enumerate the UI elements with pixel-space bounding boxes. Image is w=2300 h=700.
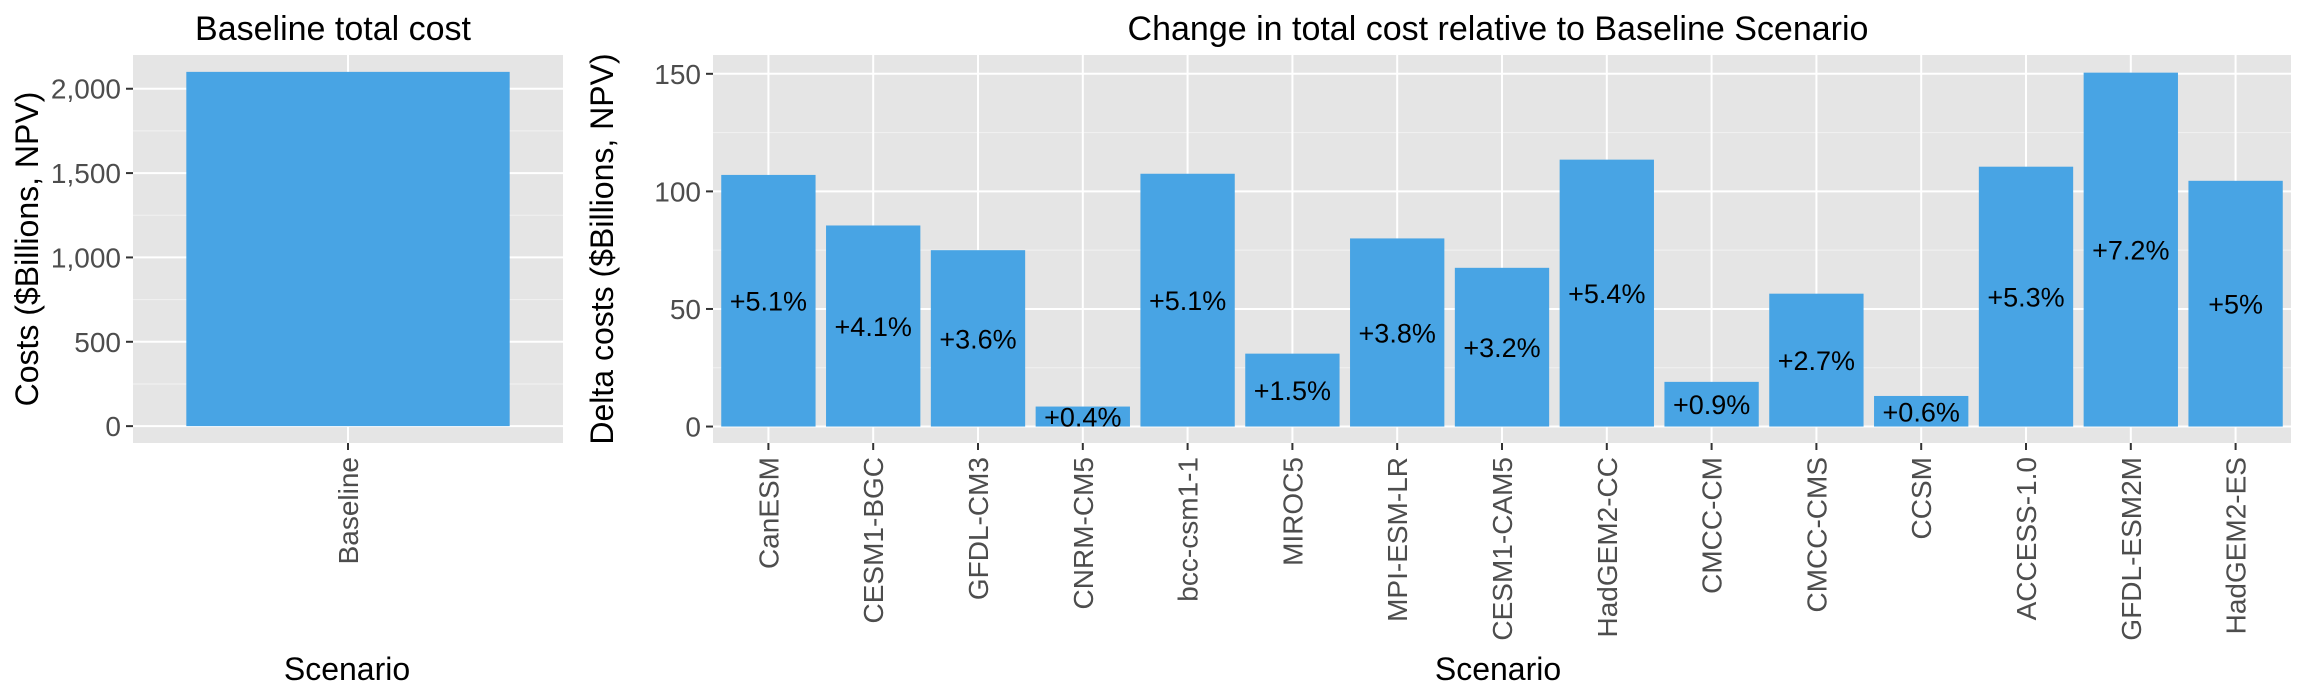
x-tick-label: GFDL-CM3 (963, 457, 994, 600)
x-tick-label: CMCC-CM (1697, 457, 1728, 594)
x-tick-label: HadGEM2-CC (1592, 457, 1623, 637)
bar (1140, 173, 1235, 427)
x-tick-label: ACCESS-1.0 (2011, 457, 2042, 620)
bar (826, 225, 921, 427)
bar (1035, 406, 1130, 427)
bar (1559, 159, 1654, 427)
bar (2188, 180, 2283, 427)
y-tick-label: 150 (654, 59, 701, 90)
bar-data-label: +4.1% (835, 312, 912, 342)
bar-data-label: +0.6% (1883, 397, 1960, 427)
x-tick-label: CCSM (1906, 457, 1937, 539)
x-tick-label: CESM1-CAM5 (1487, 457, 1518, 641)
bar-data-label: +3.8% (1359, 318, 1436, 348)
baseline-x-axis-title: Scenario (284, 651, 410, 687)
baseline-y-axis: 0 500 1,000 1,500 2,000 (51, 74, 133, 442)
x-tick-label: MPI-ESM-LR (1382, 457, 1413, 622)
x-tick-label: CanESM (753, 457, 784, 569)
y-tick-label: 500 (74, 327, 121, 358)
delta-x-axis: CanESM CESM1-BGC GFDL-CM3 CNRM-CM5 bcc-csm1-… (753, 443, 2252, 641)
bar-data-label: +5.3% (1987, 283, 2064, 313)
x-tick-label: CMCC-CMS (1801, 457, 1832, 613)
baseline-x-axis: Baseline (333, 443, 364, 564)
bar (721, 174, 816, 427)
y-tick-label: 1,500 (51, 158, 121, 189)
bar (1978, 166, 2074, 427)
bar (1245, 353, 1340, 427)
delta-panel: Change in total cost relative to Baselin… (584, 10, 2291, 687)
bar-data-label: +1.5% (1254, 376, 1331, 406)
delta-bars (721, 72, 2283, 427)
baseline-bars (186, 71, 510, 427)
bar-data-label: +0.9% (1673, 390, 1750, 420)
x-tick-label: CNRM-CM5 (1068, 457, 1099, 609)
y-tick-label: 100 (654, 176, 701, 207)
bar-data-label: +3.2% (1463, 333, 1540, 363)
y-tick-label: 50 (670, 294, 701, 325)
bar-data-label: +2.7% (1778, 346, 1855, 376)
delta-y-axis: 0 50 100 150 (654, 59, 713, 443)
y-tick-label: 0 (105, 411, 121, 442)
delta-bar-labels: +5.1% +4.1% +3.6% +0.4% +5.1% +1.5% +3.8% +3.2%… (730, 236, 2263, 433)
bar (1454, 267, 1550, 427)
bar (1769, 293, 1864, 427)
y-tick-label: 2,000 (51, 74, 121, 105)
bar (1874, 395, 1969, 427)
delta-y-axis-title: Delta costs ($Billions, NPV) (584, 53, 620, 444)
bar-data-label: +5.1% (730, 287, 807, 317)
x-tick-label: CESM1-BGC (858, 457, 889, 623)
bar-data-label: +3.6% (939, 324, 1016, 354)
bar-data-label: +0.4% (1044, 403, 1121, 433)
x-tick-label: MIROC5 (1277, 457, 1308, 566)
bar-data-label: +7.2% (2092, 236, 2169, 266)
bar (1350, 238, 1445, 427)
bar (930, 250, 1026, 427)
x-tick-label: Baseline (333, 457, 364, 564)
baseline-y-axis-title: Costs ($Billions, NPV) (9, 92, 45, 407)
x-tick-label: bcc-csm1-1 (1173, 457, 1204, 602)
bar-data-label: +5.1% (1149, 286, 1226, 316)
y-tick-label: 0 (685, 412, 701, 443)
baseline-panel: Baseline total cost 05001,0001,5002,000 … (9, 10, 563, 687)
x-tick-label: HadGEM2-ES (2221, 457, 2252, 634)
bar-data-label: +5% (2208, 290, 2263, 320)
bar-data-label: +5.4% (1568, 279, 1645, 309)
bar (186, 71, 510, 427)
x-tick-label: GFDL-ESM2M (2116, 457, 2147, 641)
bar (2083, 72, 2178, 427)
y-tick-label: 1,000 (51, 242, 121, 273)
delta-x-axis-title: Scenario (1435, 651, 1561, 687)
baseline-title: Baseline total cost (195, 10, 471, 48)
bar (1664, 381, 1759, 427)
delta-title: Change in total cost relative to Baselin… (1128, 10, 1869, 48)
